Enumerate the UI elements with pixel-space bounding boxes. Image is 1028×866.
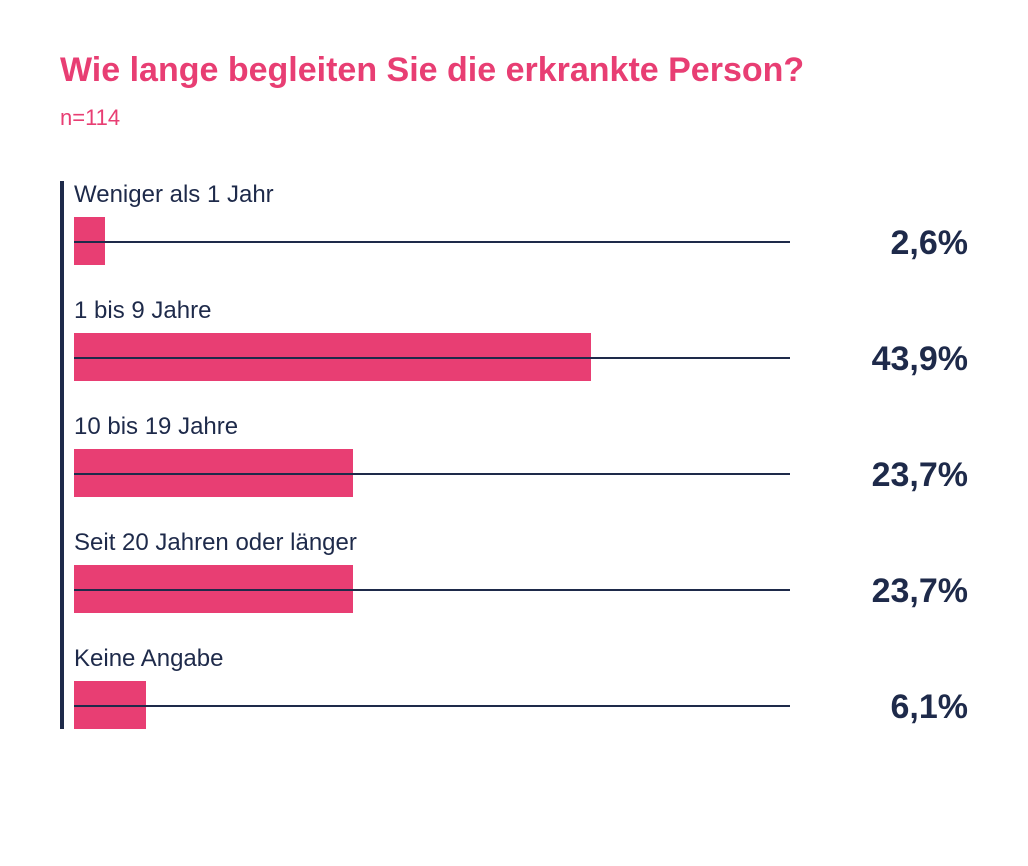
chart-subtitle: n=114	[60, 105, 968, 131]
chart-title: Wie lange begleiten Sie die erkrankte Pe…	[60, 50, 968, 91]
bar-row: 1 bis 9 Jahre43,9%	[60, 297, 968, 381]
bar-label: 1 bis 9 Jahre	[74, 297, 780, 325]
bar-row: 10 bis 19 Jahre23,7%	[60, 413, 968, 497]
bar-track-line	[74, 357, 790, 359]
bar-row: Seit 20 Jahren oder länger23,7%	[60, 529, 968, 613]
bar-row: Weniger als 1 Jahr2,6%	[60, 181, 968, 265]
bar-value: 23,7%	[780, 413, 968, 497]
bar-track-line	[74, 241, 790, 243]
bar-label: 10 bis 19 Jahre	[74, 413, 780, 441]
bar-track-line	[74, 589, 790, 591]
bar-label: Weniger als 1 Jahr	[74, 181, 780, 209]
bar-value: 23,7%	[780, 529, 968, 613]
bar-value: 6,1%	[780, 645, 968, 729]
bar-value: 43,9%	[780, 297, 968, 381]
bar-value: 2,6%	[780, 181, 968, 265]
bar-chart: Weniger als 1 Jahr2,6% 1 bis 9 Jahre43,9%…	[60, 181, 968, 729]
bar-label: Keine Angabe	[74, 645, 780, 673]
bar-track-line	[74, 473, 790, 475]
bar-chart-rows: Weniger als 1 Jahr2,6% 1 bis 9 Jahre43,9%…	[60, 181, 968, 729]
bar-label: Seit 20 Jahren oder länger	[74, 529, 780, 557]
bar-track-line	[74, 705, 790, 707]
bar-row: Keine Angabe6,1%	[60, 645, 968, 729]
